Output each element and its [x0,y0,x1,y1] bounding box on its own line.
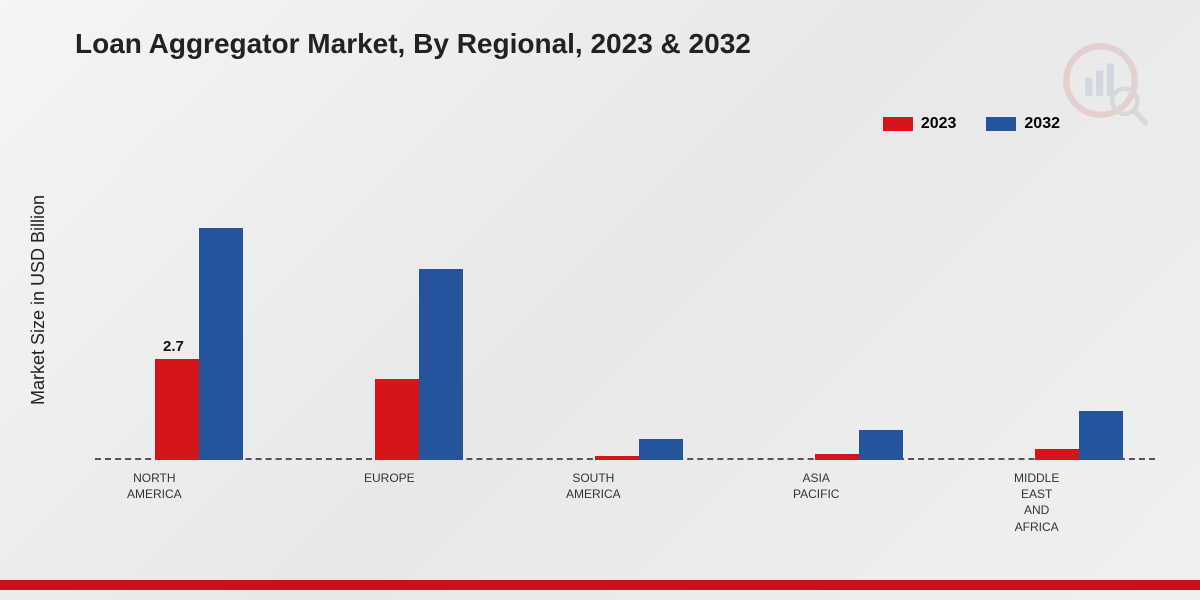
legend-label-2032: 2032 [1024,115,1060,133]
x-axis-category-label: ASIAPACIFIC [793,470,839,502]
legend: 2023 2032 [883,115,1060,133]
bar-group [1035,411,1123,460]
chart-plot-area: 2.7 [95,160,1155,460]
bar-2023 [815,454,859,460]
y-axis-label: Market Size in USD Billion [28,195,49,405]
bar-2032 [1079,411,1123,460]
chart-title: Loan Aggregator Market, By Regional, 202… [75,28,751,60]
bar-2032 [199,228,243,461]
legend-label-2023: 2023 [921,115,957,133]
bar-group: 2.7 [155,228,243,461]
legend-swatch-2023 [883,117,913,131]
bar-2023 [375,379,419,460]
bar-group [595,439,683,460]
bar-2032 [419,269,463,460]
brand-watermark-icon [1060,40,1150,130]
bar-2023 [1035,449,1079,460]
legend-item-2023: 2023 [883,115,957,133]
bar-2023 [595,456,639,460]
bar-group [375,269,463,460]
bar-value-label: 2.7 [163,338,184,355]
bar-2023 [155,359,199,460]
legend-item-2032: 2032 [986,115,1060,133]
bar-group [815,430,903,460]
bar-2032 [859,430,903,460]
x-axis-category-label: NORTHAMERICA [127,470,182,502]
bar-2032 [639,439,683,460]
legend-swatch-2032 [986,117,1016,131]
x-axis-category-label: MIDDLEEASTANDAFRICA [1014,470,1059,535]
x-axis-category-label: EUROPE [364,470,415,486]
x-axis-category-label: SOUTHAMERICA [566,470,621,502]
footer-accent-bar [0,580,1200,590]
